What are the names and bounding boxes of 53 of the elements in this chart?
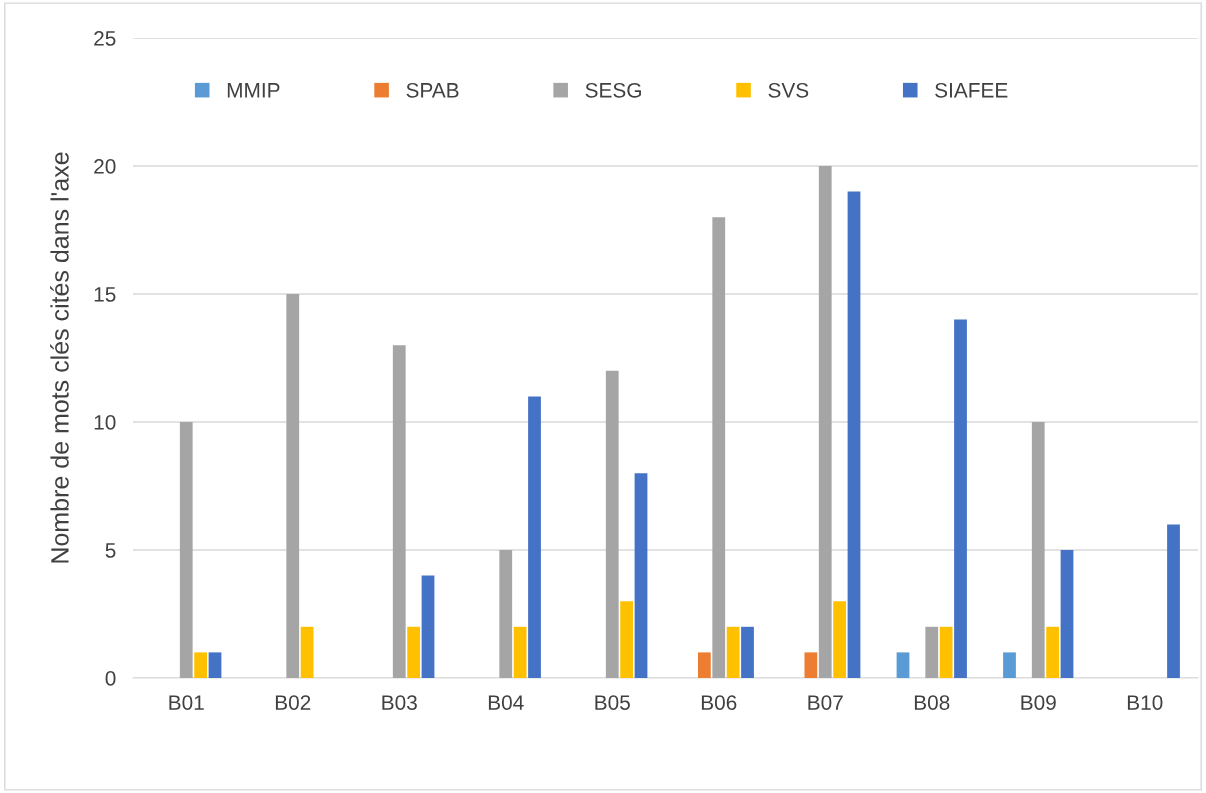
x-tick-label: B10 bbox=[1127, 695, 1163, 710]
legend-label: SPAB bbox=[406, 82, 459, 98]
bar bbox=[896, 652, 910, 678]
x-tick-label: B03 bbox=[382, 695, 417, 710]
y-tick-label: 10 bbox=[94, 415, 116, 430]
bar bbox=[392, 345, 406, 678]
y-axis-title: Nombre de mots clés cités dans l'axe bbox=[50, 152, 69, 563]
bar bbox=[1167, 524, 1180, 678]
bar bbox=[528, 396, 541, 678]
bar bbox=[634, 473, 648, 678]
y-tick-label: 20 bbox=[94, 159, 116, 174]
bar bbox=[1003, 652, 1016, 678]
x-tick-label: B01 bbox=[169, 695, 204, 710]
bar bbox=[194, 652, 208, 678]
y-tick-label: 5 bbox=[105, 543, 116, 558]
x-tick-label: B07 bbox=[808, 695, 843, 710]
x-tick-label: B02 bbox=[275, 695, 311, 710]
legend-label: MMIP bbox=[227, 83, 280, 98]
y-tick-label: 0 bbox=[105, 671, 116, 686]
bar bbox=[1046, 626, 1060, 678]
bar bbox=[407, 626, 421, 678]
bar bbox=[208, 652, 222, 678]
bar bbox=[179, 422, 193, 678]
bar bbox=[620, 601, 634, 678]
bar bbox=[925, 626, 939, 678]
bar bbox=[847, 191, 861, 678]
bar bbox=[697, 652, 711, 678]
bar bbox=[1031, 422, 1045, 678]
bar bbox=[954, 319, 967, 678]
legend-label: SVS bbox=[768, 82, 809, 98]
legend-label: SESG bbox=[585, 82, 641, 98]
bar bbox=[726, 626, 740, 678]
x-tick-label: B04 bbox=[488, 695, 524, 710]
x-tick-label: B09 bbox=[1021, 695, 1056, 710]
bar bbox=[499, 550, 513, 678]
bar bbox=[513, 626, 527, 678]
x-tick-label: B08 bbox=[914, 695, 950, 710]
bar bbox=[712, 217, 726, 678]
legend-label: SIAFEE bbox=[935, 82, 1008, 98]
x-tick-label: B06 bbox=[701, 695, 737, 710]
y-tick-label: 25 bbox=[94, 31, 116, 46]
bar bbox=[286, 294, 300, 678]
bar bbox=[1060, 550, 1074, 678]
bar bbox=[833, 601, 847, 678]
bar bbox=[605, 370, 619, 678]
bar bbox=[818, 166, 832, 678]
bar bbox=[939, 626, 953, 678]
bar bbox=[741, 626, 754, 678]
y-tick-label: 15 bbox=[94, 287, 116, 302]
x-tick-label: B05 bbox=[595, 695, 630, 710]
bar bbox=[804, 652, 818, 678]
bar bbox=[421, 575, 435, 678]
bar bbox=[300, 626, 314, 678]
